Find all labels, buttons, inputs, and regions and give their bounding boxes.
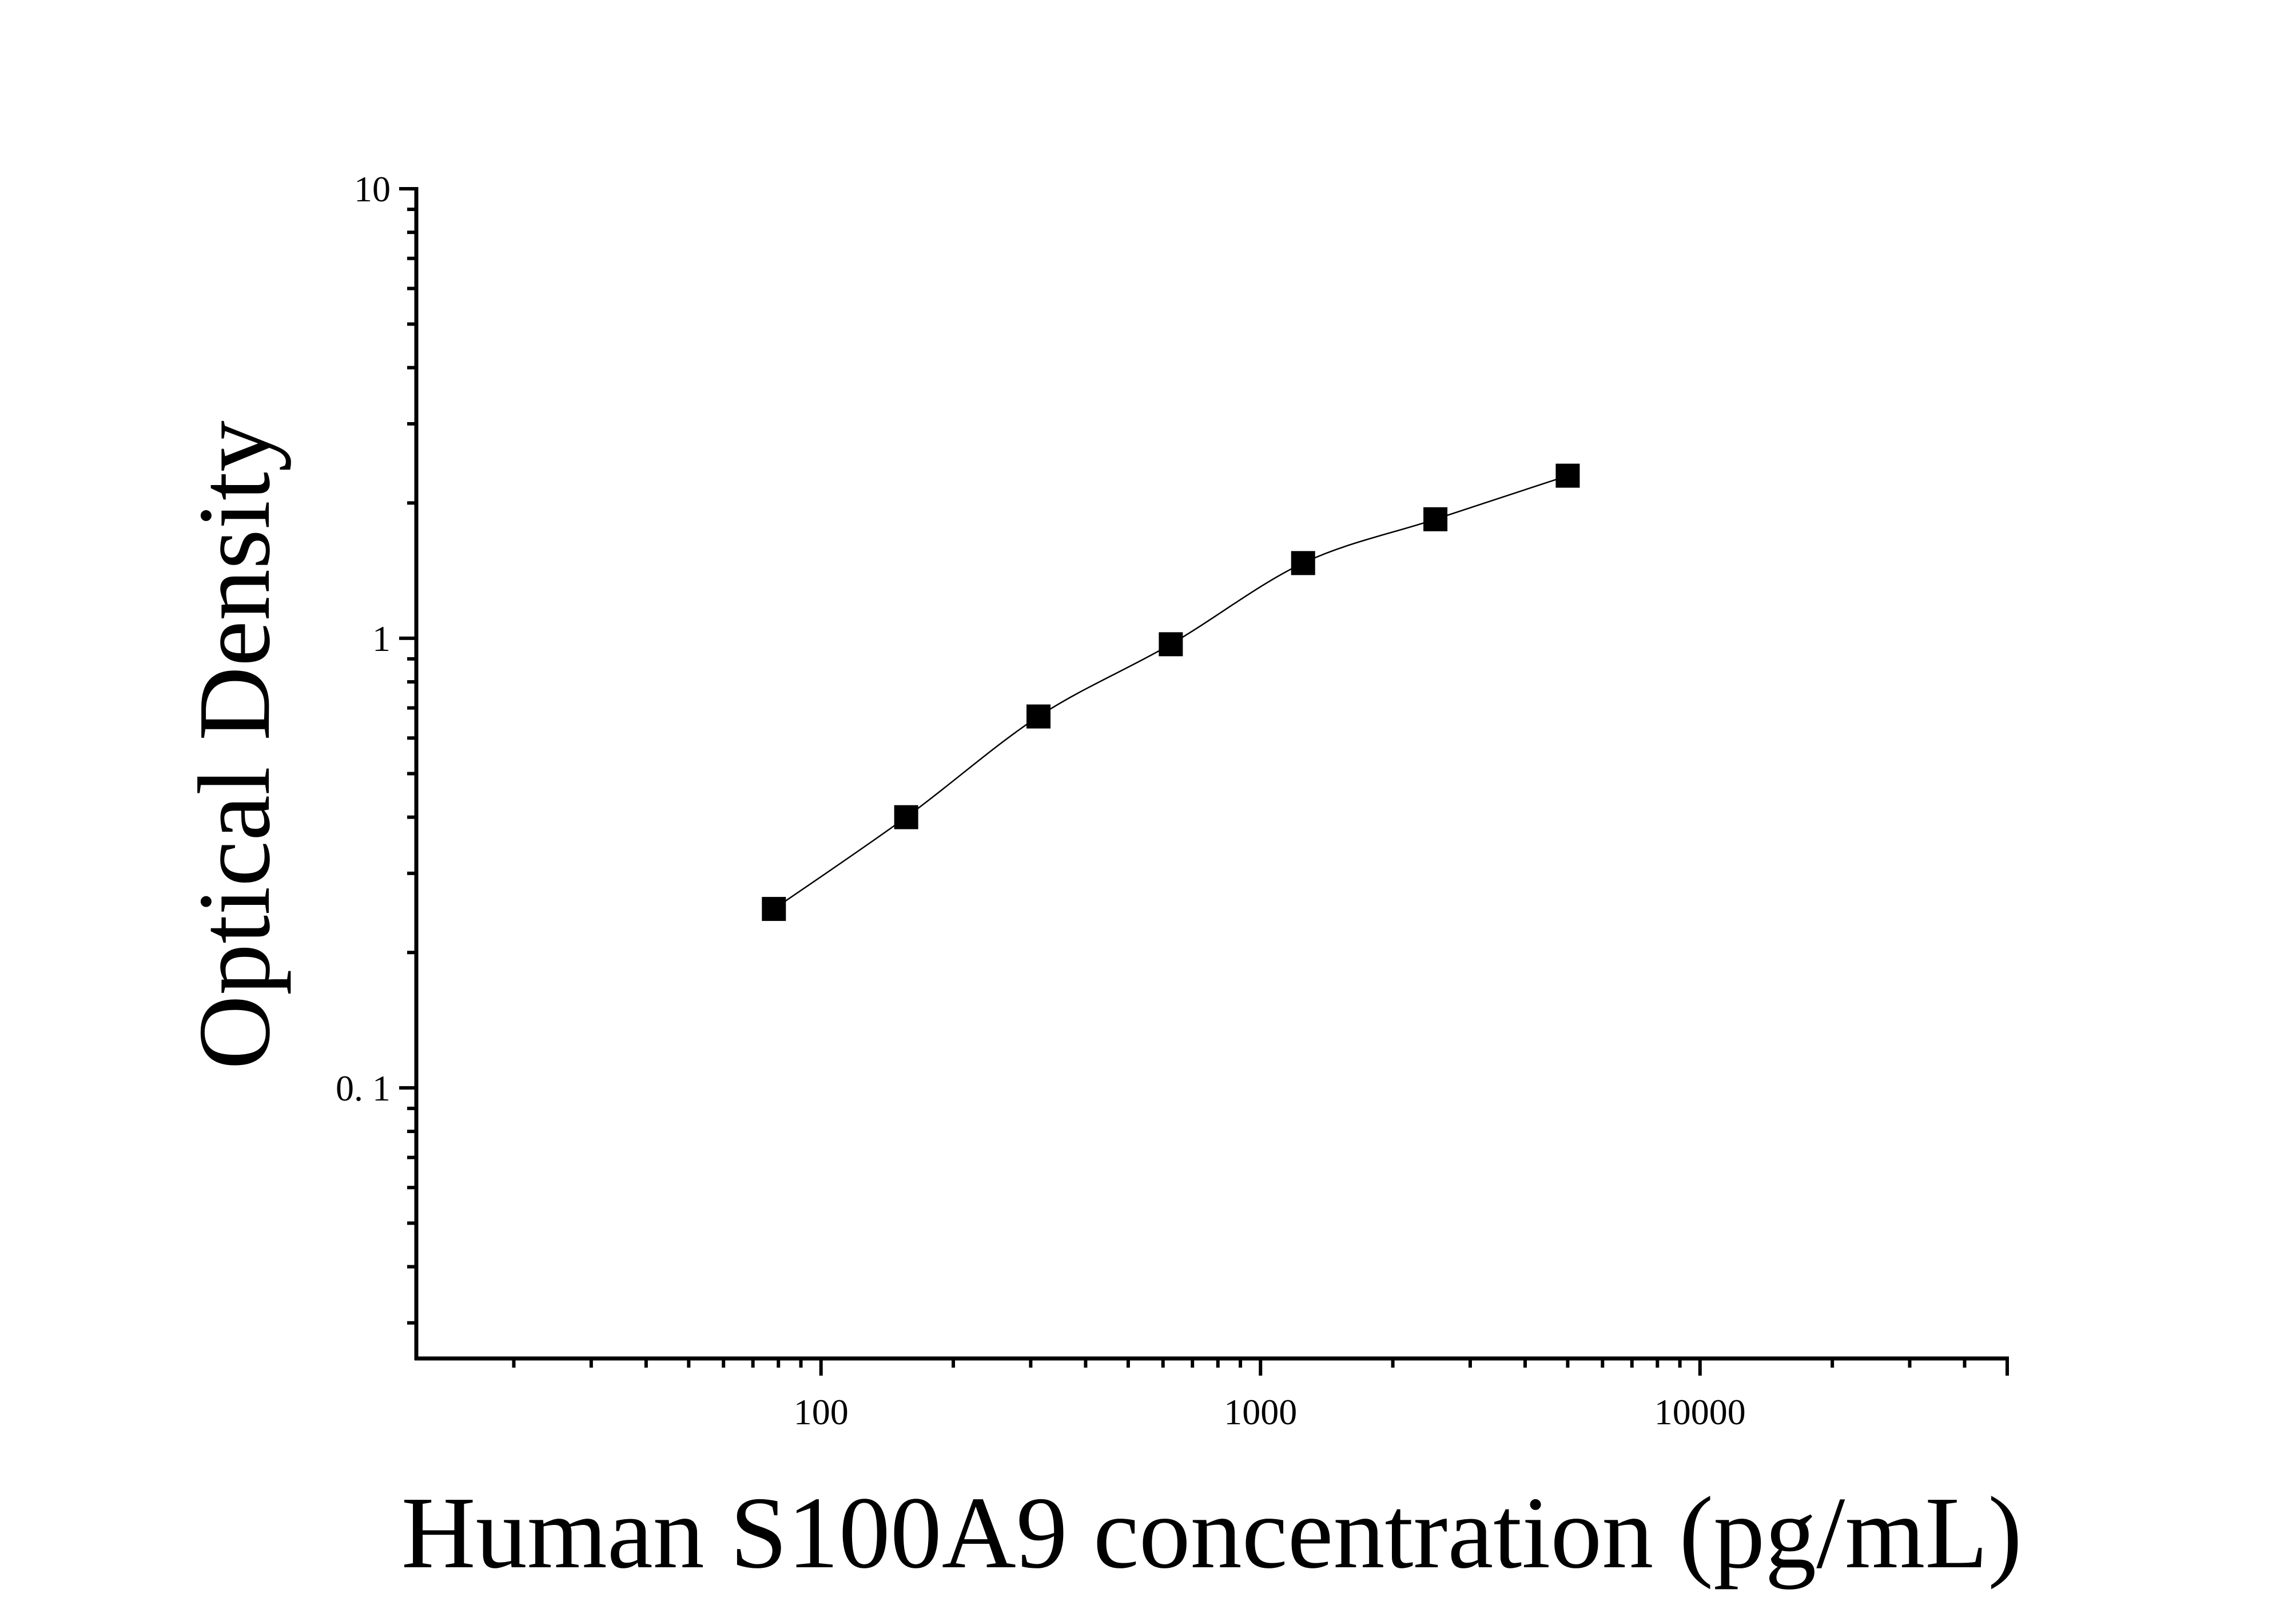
tick-labels: 100 1000 10000 10 1 0. 1 xyxy=(336,169,1746,1432)
x-tick-label: 1000 xyxy=(1224,1392,1297,1432)
data-point xyxy=(894,805,918,829)
y-tick-label: 0. 1 xyxy=(336,1068,391,1109)
data-points xyxy=(762,463,1580,921)
x-axis-title: Human S100A9 concentration (pg/mL) xyxy=(401,1476,2022,1590)
x-tick-label: 100 xyxy=(794,1392,849,1432)
data-point xyxy=(762,897,786,921)
y-axis-title: Optical Density xyxy=(177,420,291,1070)
x-tick-label: 10000 xyxy=(1654,1392,1746,1432)
y-tick-label: 1 xyxy=(372,618,391,659)
y-tick-label: 10 xyxy=(354,169,391,209)
data-point xyxy=(1555,463,1580,488)
data-point xyxy=(1291,551,1315,575)
fit-curve xyxy=(773,475,1568,910)
axis-ticks xyxy=(399,187,2009,1376)
data-point xyxy=(1159,632,1183,657)
data-point xyxy=(1423,507,1448,531)
data-point xyxy=(1026,704,1051,729)
